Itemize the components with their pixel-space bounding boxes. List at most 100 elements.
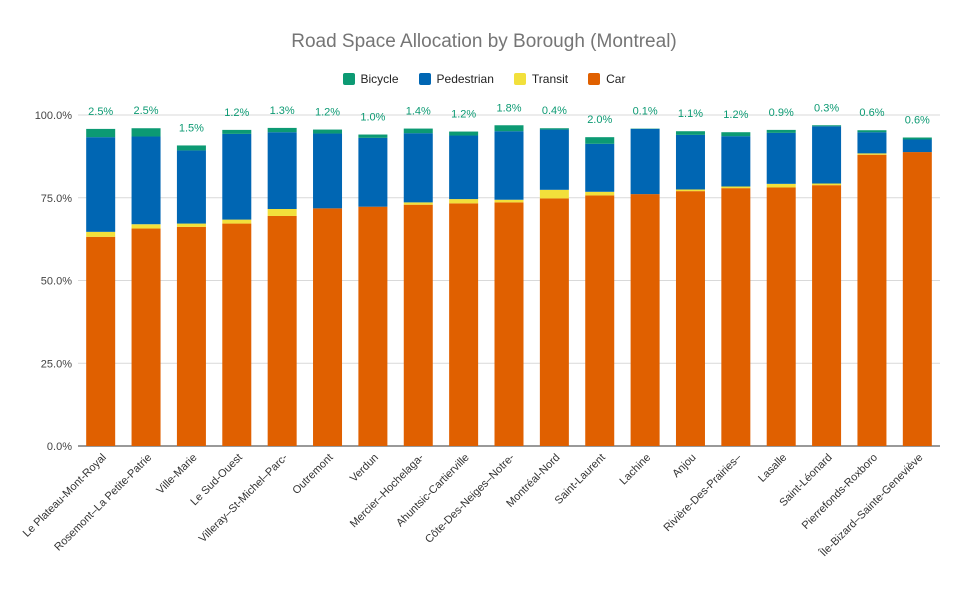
chart-title: Road Space Allocation by Borough (Montre… <box>291 31 677 52</box>
bar-bicycle <box>902 137 932 140</box>
data-label: 2.5% <box>134 105 159 117</box>
bar-bicycle <box>812 125 842 127</box>
x-tick-label: Ville-Marie <box>154 452 199 497</box>
bar-pedestrian <box>675 134 705 190</box>
y-tick-label: 0.0% <box>47 441 72 453</box>
bar-bicycle <box>766 129 796 133</box>
bar-pedestrian <box>131 136 161 225</box>
legend-item-bicycle: Bicycle <box>342 72 399 86</box>
bar-transit <box>857 153 887 155</box>
data-label: 1.3% <box>270 105 295 117</box>
legend-label: Bicycle <box>360 72 399 86</box>
bar-car <box>267 215 297 446</box>
bar-pedestrian <box>585 143 615 192</box>
bar-car <box>675 191 705 446</box>
bar-transit <box>766 183 796 188</box>
legend-item-transit: Transit <box>513 72 569 86</box>
bar-car <box>449 203 479 446</box>
data-label: 1.2% <box>315 107 340 119</box>
bar-transit <box>267 209 297 216</box>
bar-pedestrian <box>539 129 569 190</box>
bar-bicycle <box>494 125 524 132</box>
bar-transit <box>449 199 479 204</box>
bar-bicycle <box>222 129 252 134</box>
bar-bicycle <box>176 145 206 151</box>
bar-car <box>902 152 932 446</box>
bar-car <box>131 228 161 446</box>
bar-car <box>766 187 796 446</box>
data-label: 0.4% <box>542 105 567 117</box>
bar-pedestrian <box>449 135 479 200</box>
bar-car <box>630 194 660 446</box>
data-label: 1.2% <box>723 109 748 121</box>
x-tick-label: Outremont <box>290 452 335 497</box>
bar-pedestrian <box>267 132 297 210</box>
legend: Bicycle Pedestrian Transit Car <box>0 72 968 86</box>
bar-pedestrian <box>358 137 388 207</box>
x-tick-label: Rivière-Des-Prairies– <box>662 451 745 534</box>
data-label: 0.6% <box>905 115 930 127</box>
data-label: 1.2% <box>451 109 476 121</box>
x-tick-label: Pierrefonds-Roxboro <box>800 452 880 532</box>
data-label: 2.0% <box>587 114 612 126</box>
bar-bicycle <box>449 131 479 136</box>
x-tick-label: Verdun <box>348 452 381 485</box>
data-label: 1.8% <box>496 102 521 114</box>
bar-pedestrian <box>766 132 796 184</box>
x-tick-label: Anjou <box>670 452 698 480</box>
bar-pedestrian <box>494 131 524 200</box>
bar-pedestrian <box>902 139 932 153</box>
x-tick-label: Le Plateau-Mont-Royal <box>21 452 109 540</box>
bar-bicycle <box>403 128 433 134</box>
bar-transit <box>176 223 206 227</box>
bar-pedestrian <box>176 150 206 224</box>
data-label: 1.5% <box>179 122 204 134</box>
x-tick-label: Lasalle <box>756 452 789 485</box>
legend-label: Car <box>606 72 626 86</box>
data-label: 1.2% <box>224 107 249 119</box>
bar-transit <box>585 191 615 196</box>
x-tick-label: Lachine <box>617 452 653 488</box>
legend-label: Transit <box>531 72 569 86</box>
bar-car <box>176 226 206 446</box>
legend-label: Pedestrian <box>436 72 494 86</box>
legend-swatch <box>418 73 431 85</box>
bar-pedestrian <box>630 128 660 195</box>
bar-pedestrian <box>721 136 751 187</box>
bar-transit <box>721 186 751 189</box>
x-tick-label: Villeray–St-Michel–Parc- <box>197 451 291 545</box>
bar-pedestrian <box>857 132 887 154</box>
bar-car <box>585 195 615 446</box>
bar-car <box>222 223 252 446</box>
bar-car <box>539 198 569 446</box>
bar-pedestrian <box>313 133 343 209</box>
bar-transit <box>222 219 252 224</box>
bar-car <box>857 154 887 446</box>
legend-swatch <box>588 73 601 85</box>
data-label: 2.5% <box>88 106 113 118</box>
data-label: 1.0% <box>360 112 385 124</box>
bar-pedestrian <box>403 133 433 203</box>
bar-pedestrian <box>812 126 842 184</box>
bar-car <box>86 236 116 446</box>
bar-transit <box>675 189 705 192</box>
data-label: 1.4% <box>406 106 431 118</box>
bar-bicycle <box>539 128 569 130</box>
x-tick-label: Rosemont–La Petite-Patrie <box>52 452 154 554</box>
y-tick-label: 25.0% <box>41 358 72 370</box>
bar-bicycle <box>675 131 705 135</box>
bar-bicycle <box>585 137 615 144</box>
y-tick-label: 50.0% <box>41 276 72 288</box>
bar-bicycle <box>721 132 751 137</box>
bar-car <box>358 206 388 446</box>
bar-bicycle <box>358 134 388 138</box>
data-label: 0.3% <box>814 102 839 114</box>
bar-pedestrian <box>222 133 252 220</box>
bar-bicycle <box>267 127 297 133</box>
legend-swatch <box>513 73 526 85</box>
y-tick-label: 100.0% <box>35 110 73 122</box>
x-tick-label: Côte-Des-Neiges–Notre- <box>423 451 517 545</box>
y-tick-label: 75.0% <box>41 193 72 205</box>
data-label: 0.6% <box>859 107 884 119</box>
